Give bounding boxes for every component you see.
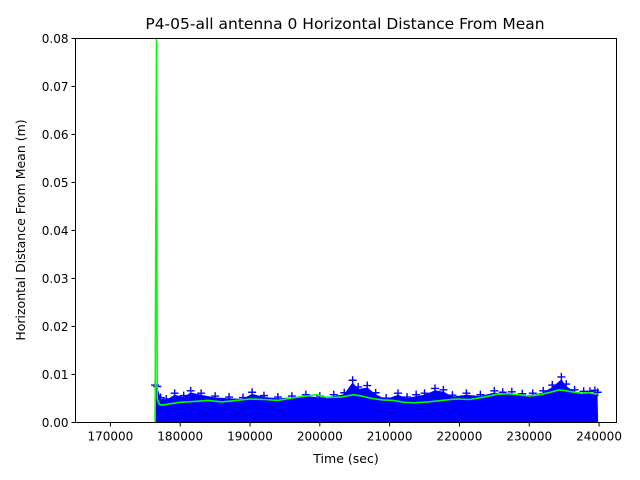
scatter-point xyxy=(585,387,594,396)
scatter-point xyxy=(448,391,457,400)
scatter-point xyxy=(225,393,234,402)
x-tick-label: 230000 xyxy=(506,430,552,444)
scatter-point xyxy=(462,389,471,398)
y-tick-label: 0.06 xyxy=(42,128,69,142)
scatter-point xyxy=(301,390,310,399)
y-axis-ticks: 0.00 0.01 0.02 0.03 0.04 0.05 0.06 0.07 0.08 xyxy=(42,32,76,430)
scatter-point xyxy=(363,381,372,390)
scatter-point xyxy=(420,389,429,398)
sample-scatter-layer xyxy=(151,372,602,423)
x-axis-label: Time (sec) xyxy=(312,451,378,466)
scatter-point xyxy=(340,388,349,397)
x-tick-label: 170000 xyxy=(87,430,133,444)
y-tick-label: 0.01 xyxy=(42,368,69,382)
scatter-point xyxy=(186,386,195,395)
scatter-point xyxy=(170,389,179,398)
scatter-point xyxy=(490,386,499,395)
scatter-point xyxy=(548,381,557,390)
scatter-point xyxy=(248,388,257,397)
y-tick-label: 0.02 xyxy=(42,320,69,334)
scatter-point xyxy=(259,391,268,400)
scatter-point xyxy=(371,388,380,397)
y-tick-label: 0.08 xyxy=(42,32,69,46)
y-tick-label: 0.04 xyxy=(42,224,69,238)
scatter-point xyxy=(498,388,507,397)
plot-area xyxy=(151,37,602,423)
scatter-point xyxy=(412,390,421,399)
x-tick-label: 190000 xyxy=(227,430,273,444)
x-tick-label: 200000 xyxy=(297,430,343,444)
scatter-point xyxy=(394,389,403,398)
x-tick-label: 240000 xyxy=(576,430,622,444)
y-axis-label: Horizontal Distance From Mean (m) xyxy=(13,119,28,340)
x-tick-label: 220000 xyxy=(437,430,483,444)
scatter-point xyxy=(518,389,527,398)
running-mean-layer xyxy=(154,37,598,423)
scatter-point xyxy=(439,385,448,394)
y-tick-label: 0.03 xyxy=(42,272,69,286)
y-tick-label: 0.07 xyxy=(42,80,69,94)
y-tick-label: 0.00 xyxy=(42,416,69,430)
chart-title: P4-05-all antenna 0 Horizontal Distance … xyxy=(145,15,544,33)
scatter-point xyxy=(162,394,171,403)
y-tick-label: 0.05 xyxy=(42,176,69,190)
scatter-point xyxy=(562,380,571,389)
scatter-point xyxy=(354,382,363,391)
running-mean-line xyxy=(154,37,598,423)
scatter-point xyxy=(593,388,602,397)
scatter-point xyxy=(431,384,440,393)
x-axis-ticks: 170000 180000 190000 200000 210000 220000 2300… xyxy=(87,422,622,444)
x-tick-label: 180000 xyxy=(157,430,203,444)
scatter-point xyxy=(348,376,357,385)
scatter-point xyxy=(211,392,220,401)
scatter-point xyxy=(403,393,412,402)
scatter-point xyxy=(179,391,188,400)
x-tick-label: 210000 xyxy=(367,430,413,444)
scatter-point xyxy=(197,389,206,398)
scatter-point xyxy=(557,372,566,381)
